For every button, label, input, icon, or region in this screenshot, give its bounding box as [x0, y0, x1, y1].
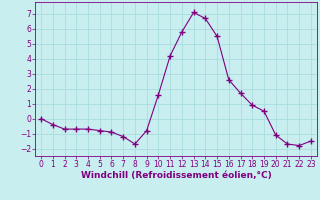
X-axis label: Windchill (Refroidissement éolien,°C): Windchill (Refroidissement éolien,°C)	[81, 171, 271, 180]
